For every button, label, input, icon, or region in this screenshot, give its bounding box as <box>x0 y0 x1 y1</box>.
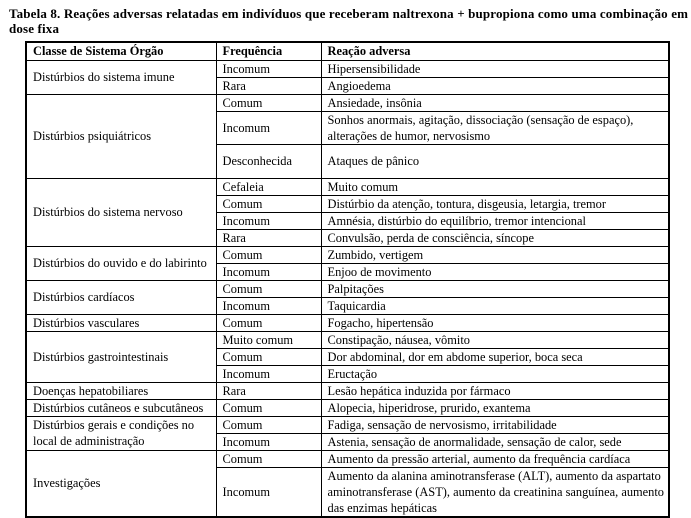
soc-cell: Distúrbios gerais e condições no local d… <box>25 415 217 451</box>
reaction-cell: Aumento da pressão arterial, aumento da … <box>320 449 670 468</box>
reaction-cell: Ansiedade, insônia <box>320 93 670 112</box>
table-row: Distúrbios gastrointestinais Muito comum… <box>25 330 670 383</box>
frequency-cell: Comum <box>215 194 322 213</box>
table-row: Comum Distúrbio da atenção, tontura, dis… <box>26 194 670 213</box>
frequency-cell: Incomum <box>215 262 322 281</box>
frequency-cell: Incomum <box>215 364 322 383</box>
frequency-cell: Desconhecida <box>215 143 322 179</box>
table-row: Distúrbios do sistema nervoso Cefaleia M… <box>25 177 670 247</box>
frequency-cell: Incomum <box>215 211 322 230</box>
soc-cell: Doenças hepatobiliares <box>25 381 217 400</box>
soc-cell: Distúrbios do sistema nervoso <box>25 177 217 247</box>
frequency-cell: Incomum <box>215 432 322 451</box>
reaction-cell: Muito comum <box>320 177 670 196</box>
reaction-cell: Ataques de pânico <box>320 143 670 179</box>
frequency-cell: Incomum <box>215 466 322 517</box>
reaction-cell: Astenia, sensação de anormalidade, sensa… <box>320 432 670 451</box>
reaction-cell: Enjoo de movimento <box>320 262 670 281</box>
reaction-cell: Convulsão, perda de consciência, síncope <box>320 228 670 247</box>
table-row: Desconhecida Ataques de pânico <box>26 143 670 179</box>
reaction-cell: Eructação <box>320 364 670 383</box>
column-header-reacao: Reação adversa <box>320 41 670 61</box>
table-row: Distúrbios vasculares Comum Fogacho, hip… <box>25 313 670 332</box>
frequency-cell: Comum <box>215 93 322 112</box>
frequency-cell: Comum <box>215 313 322 332</box>
soc-cell: Distúrbios cutâneos e subcutâneos <box>25 398 217 417</box>
frequency-cell: Comum <box>215 245 322 264</box>
soc-cell: Distúrbios do sistema imune <box>25 59 217 95</box>
soc-cell: Distúrbios psiquiátricos <box>25 93 217 179</box>
reaction-cell: Angioedema <box>320 76 670 95</box>
frequency-cell: Incomum <box>215 59 322 78</box>
table-row: Distúrbios gerais e condições no local d… <box>25 415 670 451</box>
frequency-cell: Rara <box>215 381 322 400</box>
frequency-cell: Rara <box>215 76 322 95</box>
reaction-cell: Sonhos anormais, agitação, dissociação (… <box>320 110 670 145</box>
header-row: Classe de Sistema Órgão Frequência Reaçã… <box>25 41 670 61</box>
table-title: Tabela 8. Reações adversas relatadas em … <box>9 6 689 36</box>
reaction-cell: Hipersensibilidade <box>320 59 670 78</box>
table-row: Comum Dor abdominal, dor em abdome super… <box>26 347 670 366</box>
reaction-cell: Amnésia, distúrbio do equilíbrio, tremor… <box>320 211 670 230</box>
adverse-reactions-table: Classe de Sistema Órgão Frequência Reaçã… <box>25 41 670 518</box>
table-row: Distúrbios cardíacos Comum Palpitações <box>25 279 670 315</box>
soc-cell: Distúrbios cardíacos <box>25 279 217 315</box>
reaction-cell: Fogacho, hipertensão <box>320 313 670 332</box>
reaction-cell: Distúrbio da atenção, tontura, disgeusia… <box>320 194 670 213</box>
reaction-cell: Zumbido, vertigem <box>320 245 670 264</box>
table-row: Doenças hepatobiliares Rara Lesão hepáti… <box>25 381 670 400</box>
frequency-cell: Comum <box>215 449 322 468</box>
table-row: Incomum Aumento da alanina aminotransfer… <box>26 466 670 517</box>
frequency-cell: Muito comum <box>215 330 322 349</box>
table-row: Incomum Sonhos anormais, agitação, disso… <box>26 110 670 145</box>
table-row: Distúrbios do ouvido e do labirinto Comu… <box>25 245 670 281</box>
column-header-frequencia: Frequência <box>215 41 322 61</box>
soc-cell: Distúrbios vasculares <box>25 313 217 332</box>
reaction-cell: Palpitações <box>320 279 670 298</box>
table-row: Investigações Comum Aumento da pressão a… <box>25 449 670 517</box>
frequency-cell: Comum <box>215 279 322 298</box>
soc-cell: Distúrbios do ouvido e do labirinto <box>25 245 217 281</box>
table-row: Incomum Amnésia, distúrbio do equilíbrio… <box>26 211 670 230</box>
frequency-cell: Comum <box>215 415 322 434</box>
reaction-cell: Constipação, náusea, vômito <box>320 330 670 349</box>
frequency-cell: Rara <box>215 228 322 247</box>
table-row: Distúrbios do sistema imune Incomum Hipe… <box>25 59 670 95</box>
reaction-cell: Dor abdominal, dor em abdome superior, b… <box>320 347 670 366</box>
soc-cell: Distúrbios gastrointestinais <box>25 330 217 383</box>
frequency-cell: Comum <box>215 398 322 417</box>
table-row: Distúrbios psiquiátricos Comum Ansiedade… <box>25 93 670 179</box>
frequency-cell: Comum <box>215 347 322 366</box>
frequency-cell: Incomum <box>215 296 322 315</box>
reaction-cell: Fadiga, sensação de nervosismo, irritabi… <box>320 415 670 434</box>
reaction-cell: Taquicardia <box>320 296 670 315</box>
reaction-cell: Lesão hepática induzida por fármaco <box>320 381 670 400</box>
reaction-cell: Alopecia, hiperidrose, prurido, exantema <box>320 398 670 417</box>
frequency-cell: Incomum <box>215 110 322 145</box>
table-row: Incomum Enjoo de movimento <box>26 262 670 281</box>
reaction-cell: Aumento da alanina aminotransferase (ALT… <box>320 466 670 517</box>
table-row: Distúrbios cutâneos e subcutâneos Comum … <box>25 398 670 417</box>
soc-cell: Investigações <box>25 449 217 517</box>
table-row: Incomum Astenia, sensação de anormalidad… <box>26 432 670 451</box>
column-header-classe: Classe de Sistema Órgão <box>25 41 217 61</box>
table-row: Rara Convulsão, perda de consciência, sí… <box>26 228 670 247</box>
frequency-cell: Cefaleia <box>215 177 322 196</box>
